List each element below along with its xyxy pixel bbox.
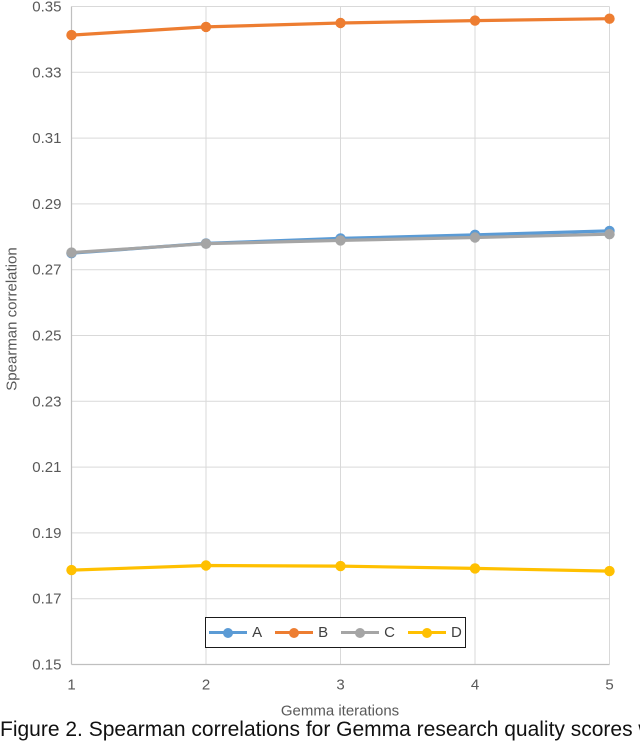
svg-text:4: 4 [471,677,479,694]
x-axis-title: Gemma iterations [280,702,400,720]
legend-label-d: D [451,624,462,641]
legend-label-c: C [384,624,396,641]
legend-item-b: B [275,624,328,641]
figure-caption: Figure 2. Spearman correlations for Gemm… [0,718,640,741]
series-B [66,13,615,41]
svg-text:0.27: 0.27 [32,262,61,279]
svg-text:0.33: 0.33 [32,64,61,81]
legend: A B C D [205,617,466,648]
legend-marker-d-icon [408,627,447,639]
svg-text:1: 1 [67,677,75,694]
svg-text:5: 5 [605,677,613,694]
series-C [66,229,615,258]
svg-text:0.31: 0.31 [32,130,61,147]
legend-marker-b-icon [275,627,314,639]
svg-text:3: 3 [336,677,344,694]
legend-item-c: C [341,624,395,641]
series-D [66,560,615,577]
svg-text:0.25: 0.25 [32,328,61,345]
svg-text:0.15: 0.15 [32,657,61,674]
legend-item-a: A [209,624,262,641]
legend-item-d: D [408,624,462,641]
legend-marker-c-icon [341,627,380,639]
svg-text:0.19: 0.19 [32,525,61,542]
svg-text:0.17: 0.17 [32,591,61,608]
svg-text:2: 2 [202,677,210,694]
svg-text:0.29: 0.29 [32,196,61,213]
y-axis-title: Spearman correlation [3,247,21,391]
line-chart: 0.35 0.33 0.31 0.29 0.27 0.25 0.23 0.21 0.19 0.17… [32,0,615,694]
legend-label-a: A [252,624,263,641]
legend-marker-a-icon [209,627,248,639]
svg-text:0.21: 0.21 [32,459,61,476]
legend-label-b: B [318,624,329,641]
svg-text:0.23: 0.23 [32,393,61,410]
svg-text:0.35: 0.35 [32,0,61,16]
